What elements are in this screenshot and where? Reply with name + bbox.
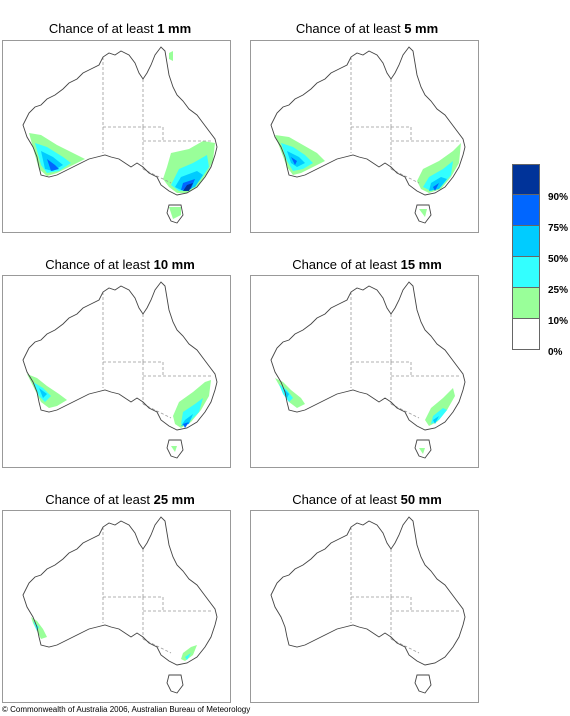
amount-label: 1 mm [157,21,192,36]
panel-title-50mm: Chance of at least 50 mm [292,492,442,507]
rain-probability-area [169,207,181,219]
rain-probability-area [41,151,63,171]
panel-title-15mm: Chance of at least 15 mm [292,257,442,272]
amount-label: 10 mm [153,257,195,272]
amount-label: 25 mm [153,492,195,507]
panel-title-5mm: Chance of at least 5 mm [295,21,439,36]
mainland-coastline [22,46,218,196]
panel-title-1mm: Chance of at least 1 mm [48,21,192,36]
map-panel-5mm [250,40,479,233]
rain-probability-area [181,414,193,426]
map-panel-10mm [2,275,231,468]
rain-probability-area [183,422,189,428]
legend-label-90: 90% [548,192,569,203]
legend-label-0: 0% [548,347,563,358]
rain-probability-area [423,161,453,191]
australia-map [270,516,466,694]
rain-probability-area [181,398,203,424]
mainland-coastline [22,516,218,666]
australia-map [22,516,218,694]
australia-map [22,46,218,224]
rain-probability-area [291,157,297,165]
tasmania-coastline [414,674,432,694]
rain-probability-area [181,179,195,190]
australia-map [22,281,218,459]
rain-probability-area [47,159,59,171]
rain-probability-area [185,653,191,660]
rain-probability-area [419,448,425,454]
legend-swatch-0 [512,319,540,350]
legend-swatch-75 [512,195,540,226]
amount-label: 15 mm [400,257,442,272]
copyright-notice: © Commonwealth of Australia 2006, Austra… [2,705,251,714]
rain-probability-area [433,416,439,424]
map-panel-50mm [250,510,479,703]
rain-probability-area [183,183,193,191]
map-panel-15mm [250,275,479,468]
rain-probability-area [433,183,439,191]
mainland-coastline [22,281,218,431]
mainland-coastline [270,46,466,196]
tasmania-coastline [166,439,184,459]
rain-probability-area [27,374,67,408]
legend-swatch-10 [512,288,540,319]
tasmania-coastline [166,674,184,694]
rain-probability-area [287,151,305,167]
panel-title-25mm: Chance of at least 25 mm [45,492,195,507]
mainland-coastline [270,281,466,431]
amount-label: 50 mm [400,492,442,507]
rain-probability-area [275,378,305,408]
rain-probability-area [39,388,47,398]
probability-legend: 90% 75% 50% 25% 10% 0% [512,164,568,358]
legend-swatch-50 [512,226,540,257]
rain-probability-area [169,51,173,61]
legend-label-50: 50% [548,254,569,265]
legend-label-10: 10% [548,316,569,327]
mainland-coastline [270,516,466,666]
rain-probability-area [425,388,455,426]
rain-probability-area [419,209,427,217]
legend-label-25: 25% [548,285,569,296]
rain-probability-area [171,446,177,452]
panel-title-10mm: Chance of at least 10 mm [45,257,195,272]
tasmania-coastline [414,204,432,224]
legend-swatch-90 [512,164,540,195]
australia-map [270,46,466,224]
legend-label-75: 75% [548,223,569,234]
map-panel-1mm [2,40,231,233]
rain-probability-area [173,380,211,428]
amount-label: 5 mm [404,21,439,36]
legend-swatch-25 [512,257,540,288]
australia-map [270,281,466,459]
tasmania-coastline [414,439,432,459]
tasmania-coastline [166,204,184,224]
map-panel-25mm [2,510,231,703]
